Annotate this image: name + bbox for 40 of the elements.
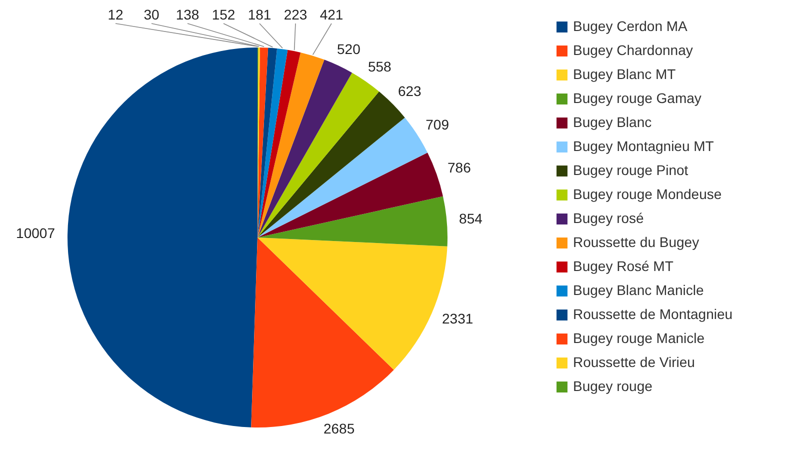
data-label: 558 — [368, 58, 392, 75]
legend-label: Bugey Montagnieu MT — [573, 138, 714, 154]
data-label: 709 — [426, 116, 450, 132]
legend-label: Bugey Blanc MT — [573, 66, 676, 82]
legend-label: Bugey Chardonnay — [573, 42, 693, 58]
legend-label: Bugey rouge Pinot — [573, 162, 688, 178]
legend-label: Bugey rosé — [573, 210, 644, 226]
legend-label: Bugey Rosé MT — [573, 258, 674, 274]
legend-label: Bugey rouge Gamay — [573, 90, 702, 106]
data-label: 223 — [284, 6, 308, 22]
data-label: 10007 — [16, 225, 56, 242]
legend-label: Bugey Cerdon MA — [573, 18, 688, 34]
data-label: 181 — [248, 6, 272, 22]
data-label: 786 — [448, 159, 472, 176]
pie-slice — [258, 118, 428, 238]
pie-slice — [258, 72, 380, 238]
data-label: 138 — [176, 6, 200, 22]
pie-slice — [258, 50, 301, 238]
legend-label: Bugey Blanc Manicle — [573, 282, 704, 298]
legend-label: Bugey rouge Mondeuse — [573, 186, 722, 202]
legend-label: Bugey rouge — [573, 378, 653, 394]
data-label: 623 — [398, 82, 422, 99]
pie-slice — [258, 52, 324, 238]
data-label: 2331 — [442, 310, 474, 327]
pie-slice — [258, 60, 352, 238]
data-label: 152 — [212, 6, 236, 22]
data-label: 30 — [144, 6, 160, 22]
data-label: 520 — [336, 41, 361, 58]
data-label: 854 — [459, 210, 483, 227]
pie-slice — [258, 196, 448, 246]
pie-slice — [258, 48, 288, 238]
data-label: 421 — [320, 6, 344, 22]
legend-label: Roussette du Bugey — [573, 234, 700, 250]
legend-label: Roussette de Montagnieu — [573, 306, 733, 322]
data-label: 2685 — [323, 420, 355, 436]
legend-label: Roussette de Virieu — [573, 354, 695, 370]
pie-slice — [258, 152, 443, 238]
legend-label: Bugey rouge Manicle — [573, 330, 705, 346]
data-label: 12 — [108, 6, 124, 22]
legend-label: Bugey Blanc — [573, 114, 652, 130]
